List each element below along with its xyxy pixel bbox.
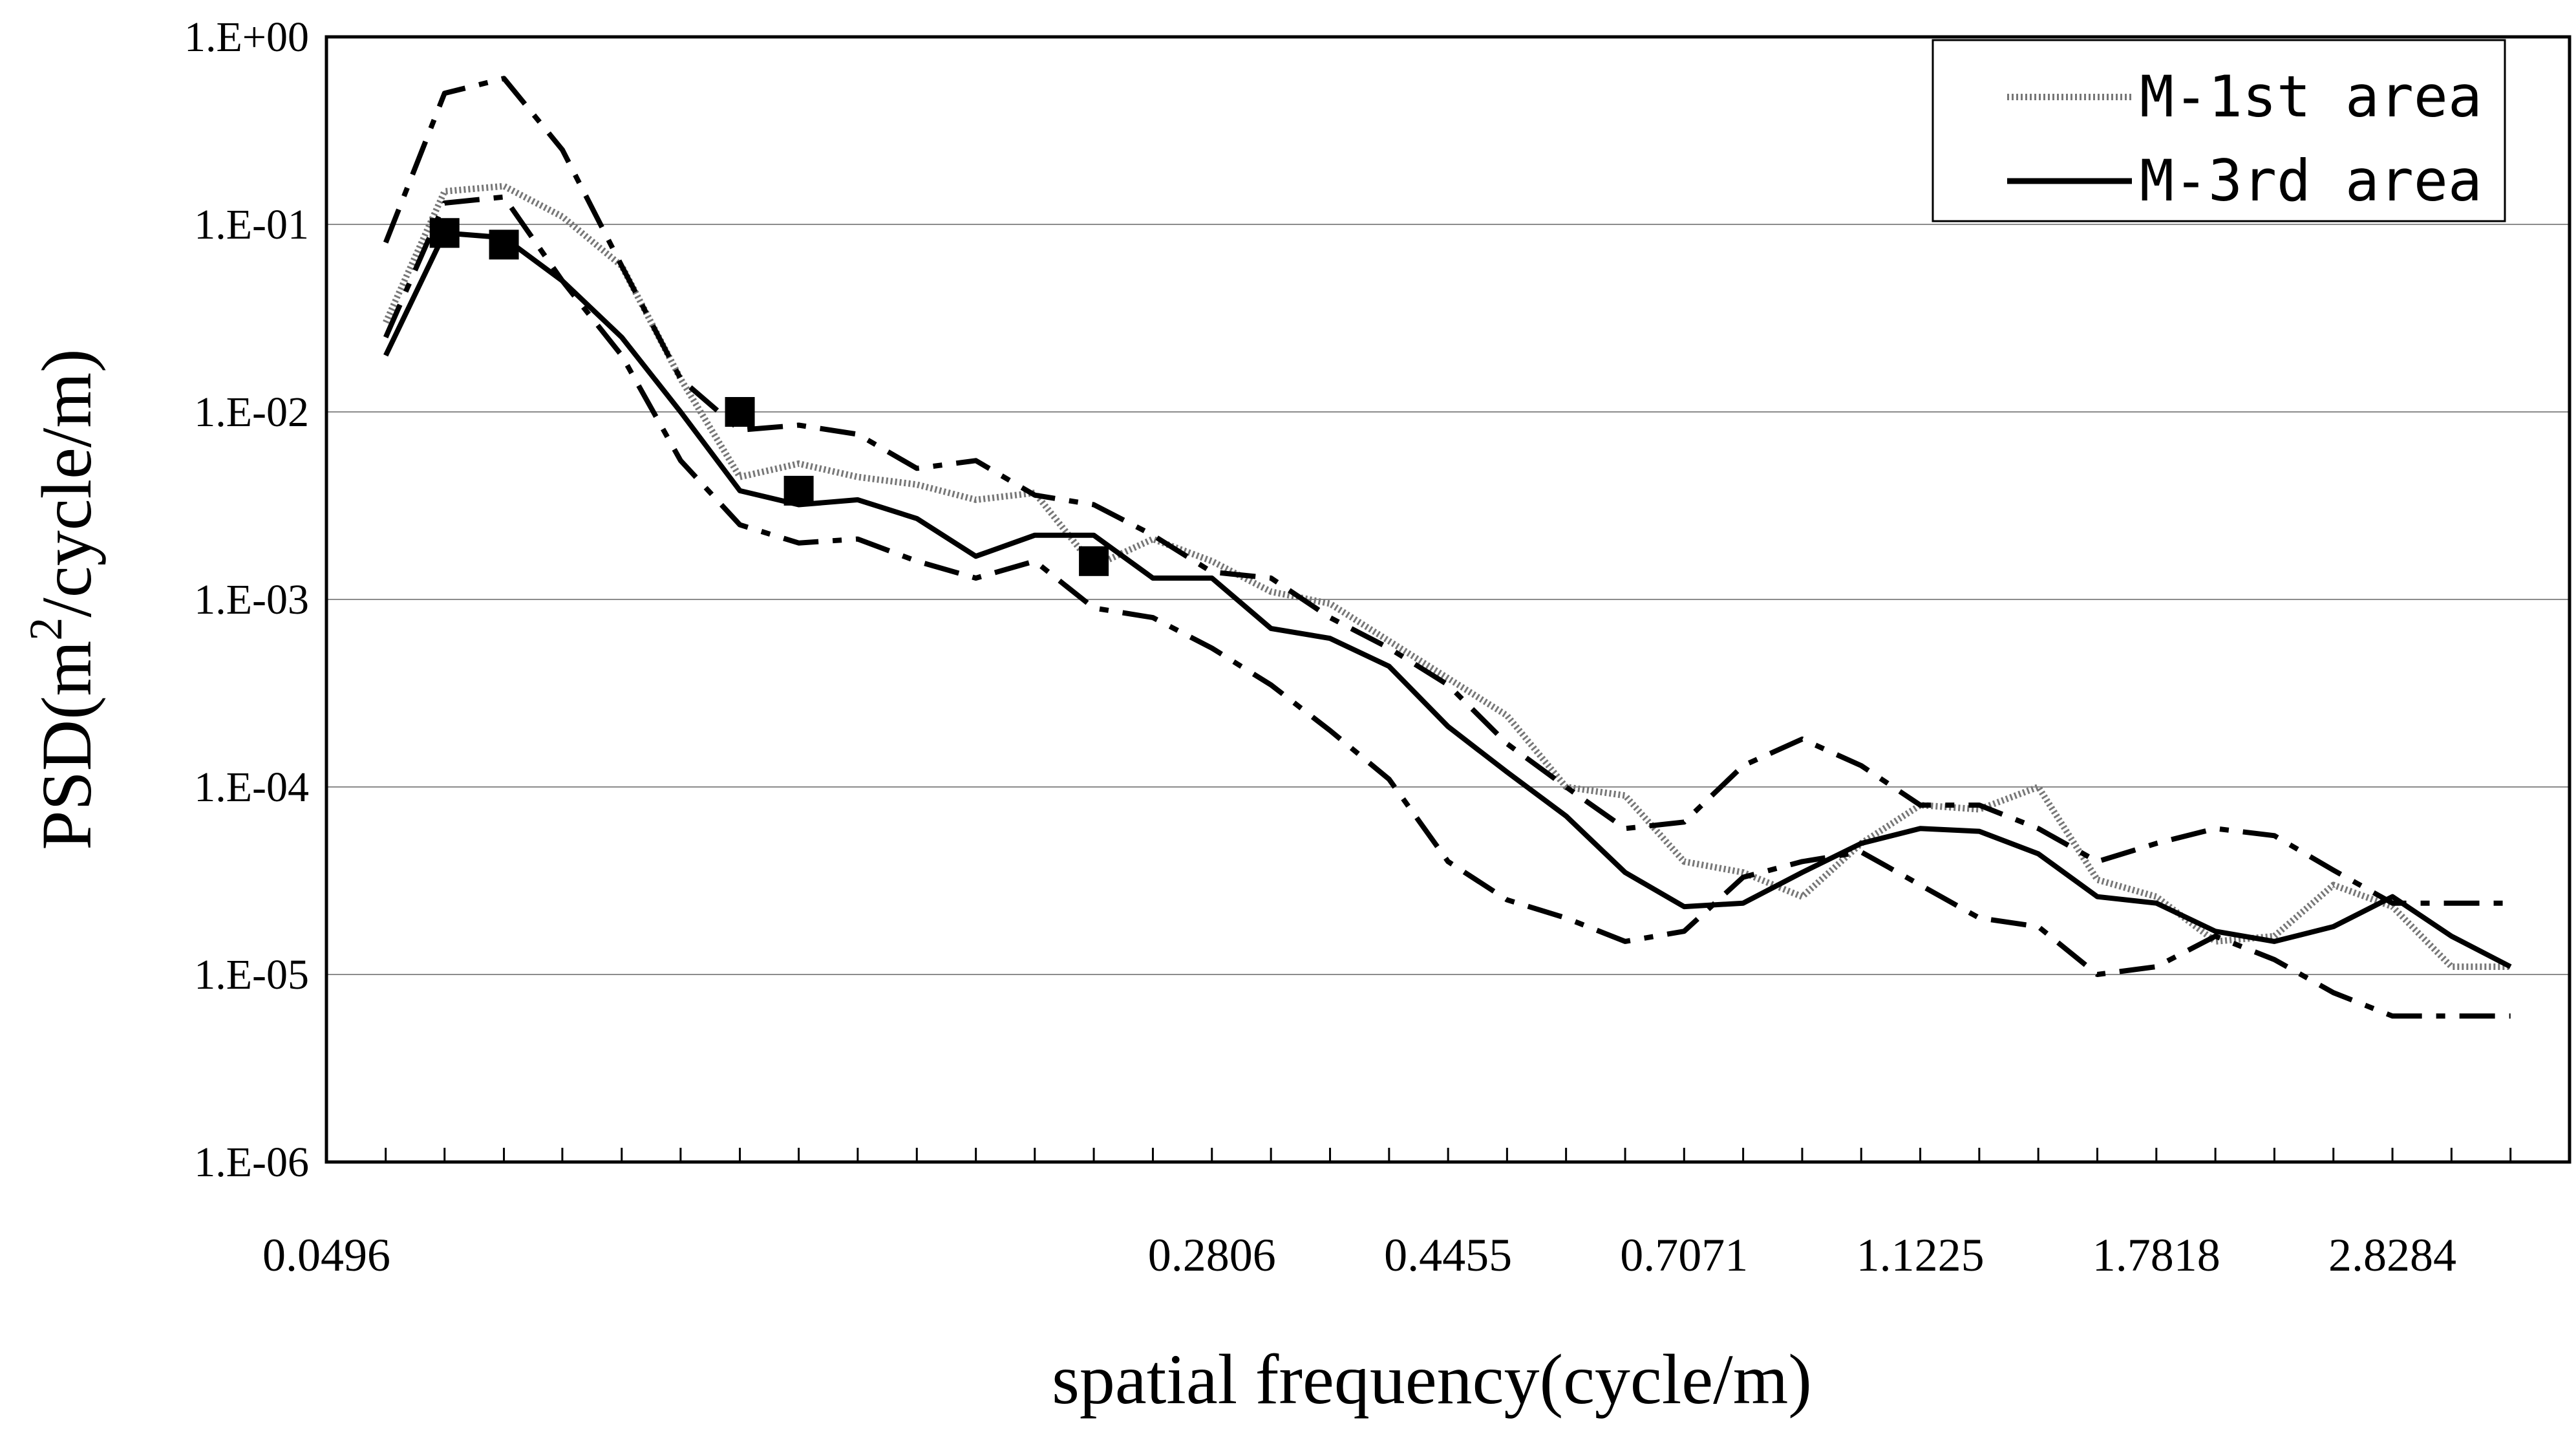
x-axis-title: spatial frequency(cycle/m) <box>1052 1340 1812 1419</box>
y-tick-label: 1.E-04 <box>194 764 309 811</box>
y-tick-label: 1.E-05 <box>194 951 309 998</box>
square-marker <box>489 230 519 260</box>
y-axis-title-prefix: PSD(m <box>27 641 106 850</box>
x-tick-labels: 0.0496 0.2806 0.4455 0.7071 1.1225 1.7818 2.82… <box>262 1229 2456 1281</box>
legend-label-m1st: M-1st area <box>2140 63 2482 130</box>
x-tick-label: 2.8284 <box>2328 1229 2456 1281</box>
y-tick-label: 1.E+00 <box>184 14 309 61</box>
x-tick-label: 1.1225 <box>1857 1229 1985 1281</box>
series-line-1 <box>383 230 2512 969</box>
series-group <box>383 76 2512 1019</box>
legend: M-1st area M-3rd area <box>1932 39 2506 222</box>
series-line-3 <box>383 194 2511 1019</box>
x-tick-label: 0.7071 <box>1620 1229 1748 1281</box>
x-tick-label: 0.0496 <box>262 1229 390 1281</box>
square-marker <box>725 397 755 427</box>
y-axis-title: PSD(m2/cycle/m) <box>20 349 106 850</box>
square-marker <box>783 475 814 506</box>
marker-group <box>429 218 1109 576</box>
legend-label-m3rd: M-3rd area <box>2140 147 2482 214</box>
y-axis-title-suffix: /cycle/m) <box>27 349 106 617</box>
series-line-2 <box>383 76 2511 906</box>
y-axis-title-superscript: 2 <box>20 618 72 641</box>
square-marker <box>429 218 460 248</box>
y-tick-label: 1.E-02 <box>194 389 309 436</box>
legend-box <box>1932 39 2506 222</box>
x-tick-label: 1.7818 <box>2092 1229 2220 1281</box>
x-tick-label: 0.4455 <box>1384 1229 1512 1281</box>
plot-area-border <box>325 35 2571 1164</box>
y-tick-labels: 1.E+00 1.E-01 1.E-02 1.E-03 1.E-04 1.E-05 1.E-… <box>184 14 309 1186</box>
y-tick-label: 1.E-01 <box>194 201 309 248</box>
x-tick-label: 0.2806 <box>1148 1229 1276 1281</box>
y-tick-label: 1.E-06 <box>194 1139 309 1186</box>
square-marker <box>1079 546 1109 576</box>
x-minor-ticks <box>385 1148 2512 1162</box>
y-tick-label: 1.E-03 <box>194 576 309 623</box>
